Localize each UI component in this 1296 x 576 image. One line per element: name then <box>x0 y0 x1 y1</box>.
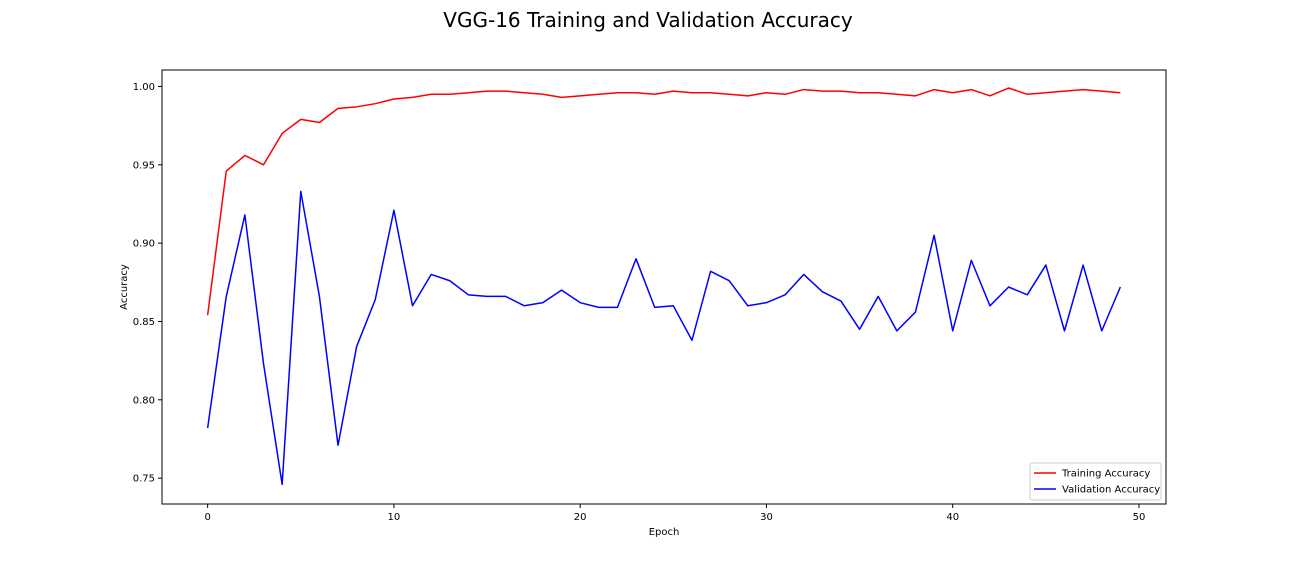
y-tick-label: 0.80 <box>133 395 155 406</box>
x-tick-label: 50 <box>1133 512 1146 523</box>
chart-title: VGG-16 Training and Validation Accuracy <box>443 8 853 32</box>
x-axis: 0 10 20 30 40 50 <box>204 504 1145 523</box>
y-axis: 0.75 0.80 0.85 0.90 0.95 1.00 <box>133 82 162 485</box>
legend-label: Validation Accuracy <box>1062 485 1160 496</box>
y-axis-label: Accuracy <box>119 264 130 310</box>
plot-border <box>161 69 1167 505</box>
x-tick-label: 10 <box>388 512 401 523</box>
legend: Training Accuracy Validation Accuracy <box>1029 462 1162 501</box>
y-tick-label: 0.95 <box>133 160 155 171</box>
legend-box <box>1029 462 1162 501</box>
y-tick-label: 0.75 <box>133 474 155 485</box>
x-tick-label: 30 <box>760 512 773 523</box>
series-line-0 <box>206 87 1121 316</box>
y-tick-label: 0.90 <box>133 239 155 250</box>
x-tick-label: 0 <box>204 512 210 523</box>
legend-label: Training Accuracy <box>1061 469 1150 480</box>
plot-frame <box>161 69 1167 505</box>
series-line-1 <box>206 190 1122 486</box>
x-tick-label: 20 <box>574 512 587 523</box>
y-tick-label: 0.85 <box>133 317 155 328</box>
x-axis-label: Epoch <box>649 527 680 538</box>
y-tick-label: 1.00 <box>133 82 155 93</box>
series-layer <box>206 87 1122 486</box>
x-tick-label: 40 <box>946 512 959 523</box>
